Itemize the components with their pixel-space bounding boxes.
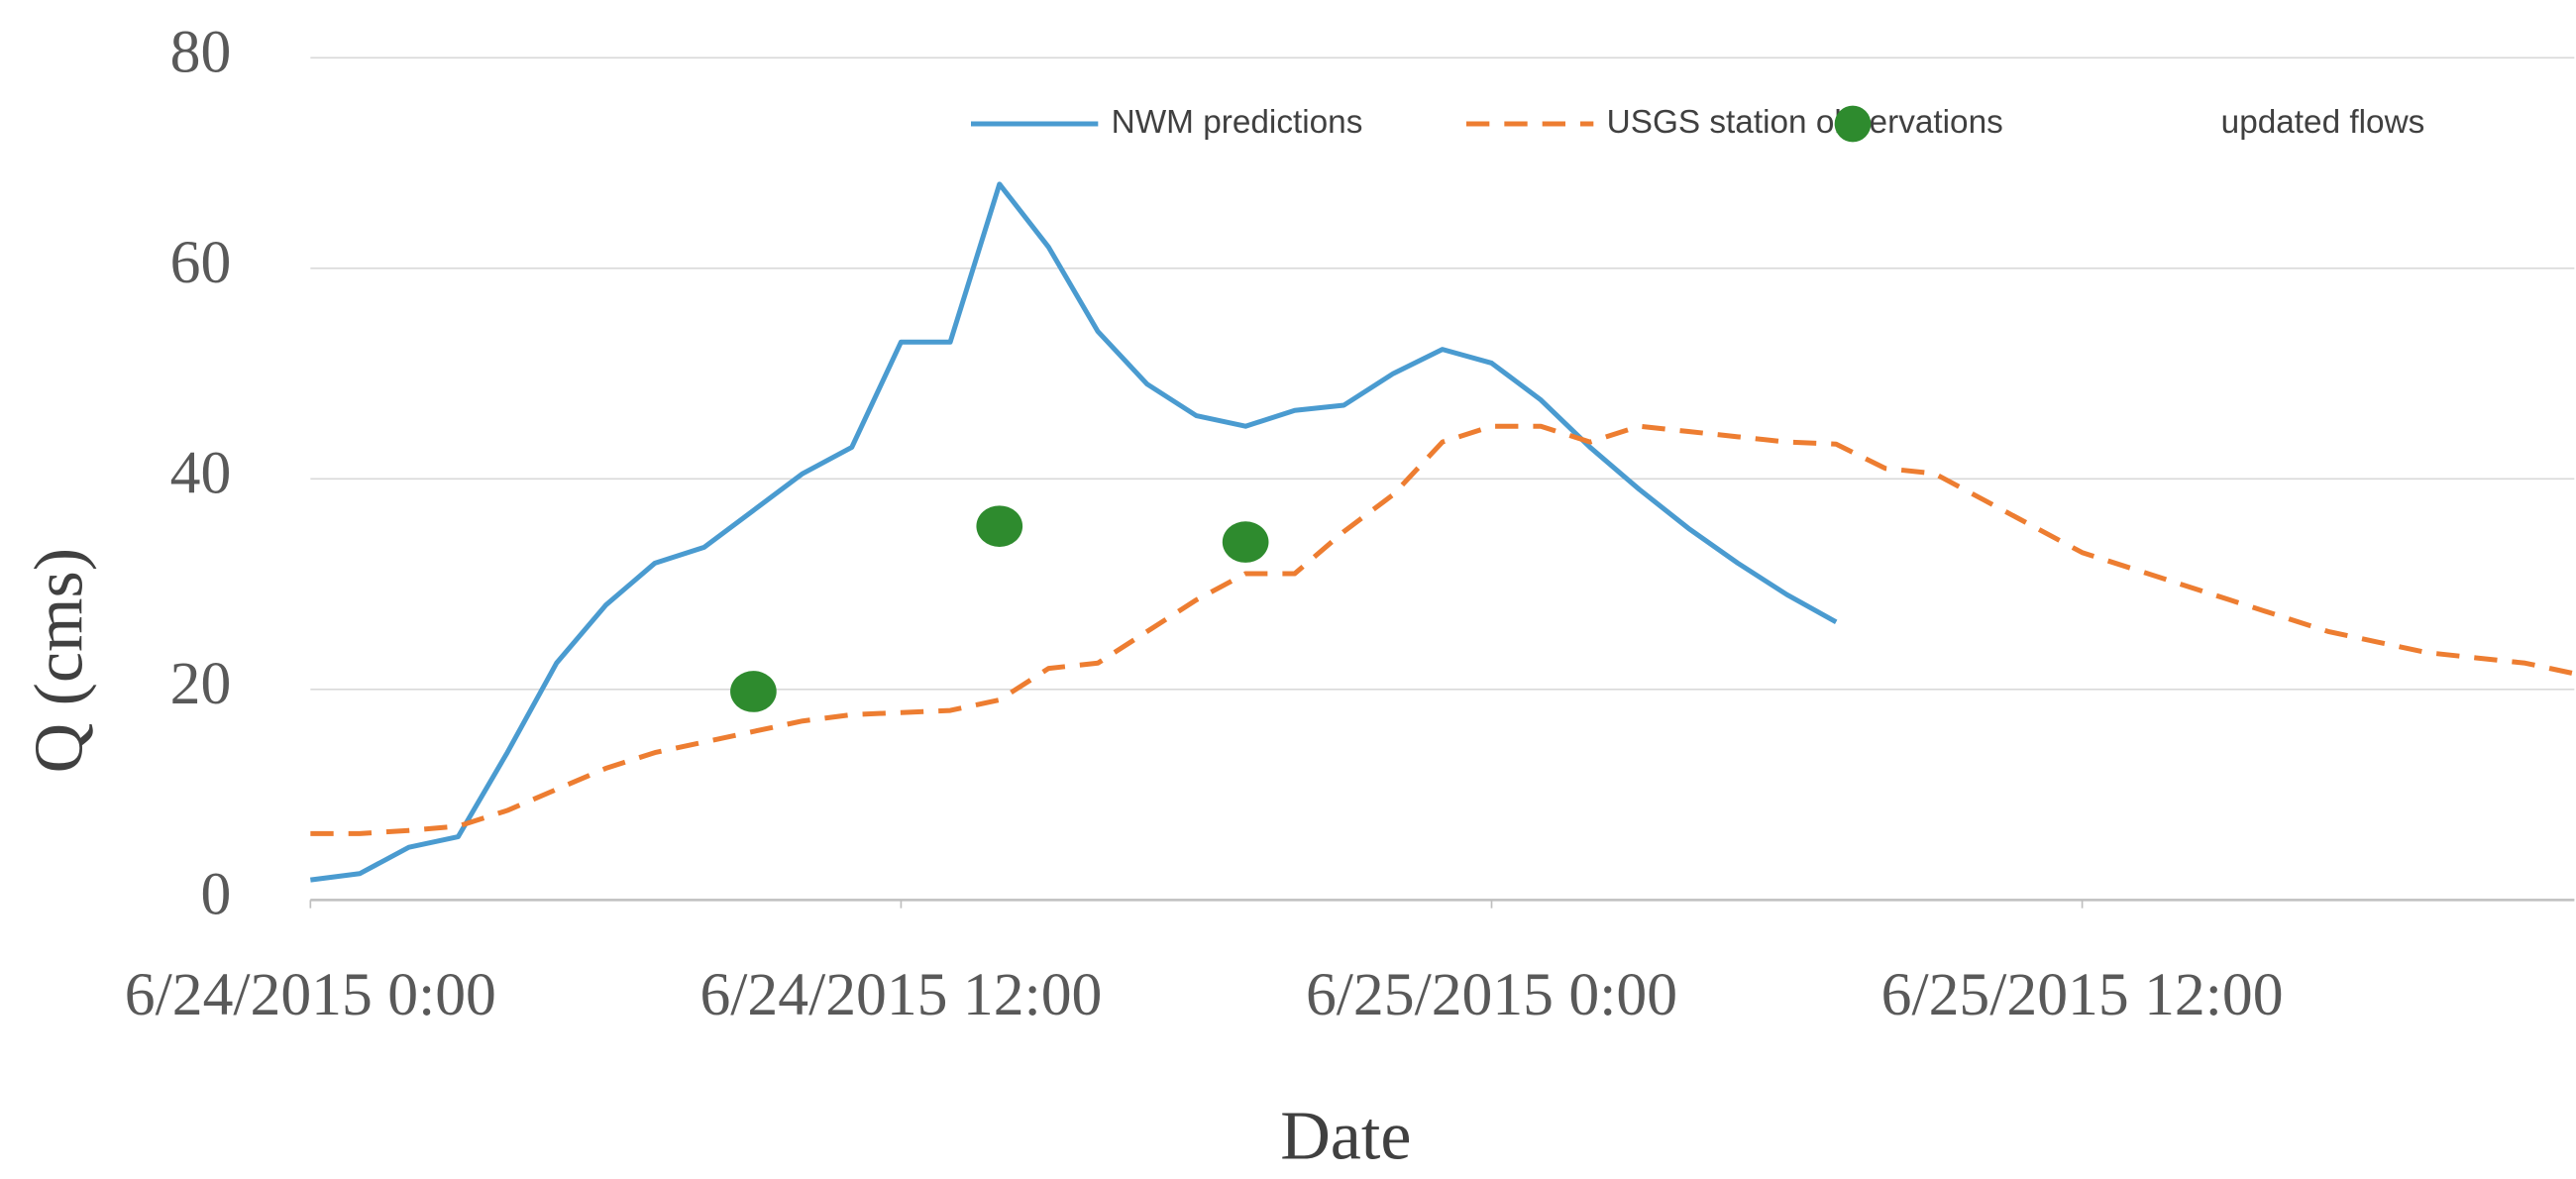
- y-axis-title: Q (cms): [22, 548, 98, 773]
- legend-label: updated flows: [2221, 104, 2425, 141]
- x-tick-label: 6/25/2015 0:00: [1306, 961, 1677, 1028]
- x-axis-title: Date: [1280, 1098, 1411, 1174]
- y-tick-label: 60: [170, 229, 232, 296]
- y-tick-label: 40: [170, 439, 232, 506]
- legend-label: NWM predictions: [1112, 104, 1363, 141]
- x-tick-label: 6/24/2015 12:00: [699, 961, 1102, 1028]
- y-tick-label: 0: [201, 860, 232, 927]
- x-tick-label: 6/25/2015 12:00: [1881, 961, 2284, 1028]
- legend-marker: [1834, 105, 1872, 143]
- data-point: [730, 671, 777, 712]
- series-line: [310, 423, 2575, 836]
- x-tick-label: 6/24/2015 0:00: [125, 961, 496, 1028]
- y-tick-label: 80: [170, 18, 232, 85]
- legend-label: USGS station observations: [1607, 104, 2003, 141]
- series-line: [310, 181, 1838, 883]
- y-tick-label: 20: [170, 650, 232, 717]
- data-point: [976, 505, 1023, 547]
- data-point: [1222, 521, 1269, 563]
